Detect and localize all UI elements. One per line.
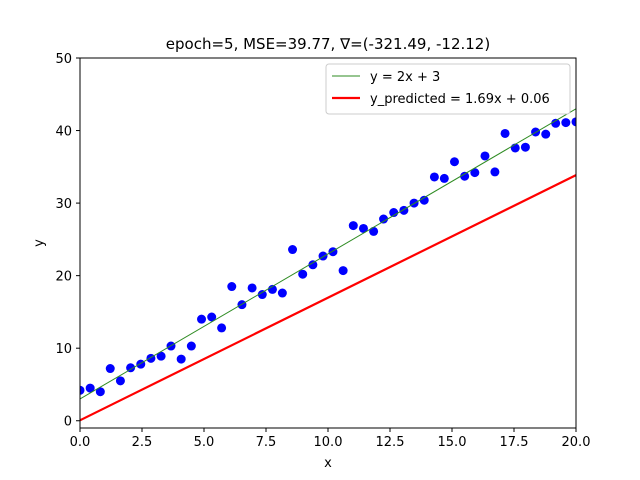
data-point bbox=[115, 376, 125, 386]
legend-box bbox=[325, 63, 571, 115]
data-point bbox=[500, 128, 510, 138]
y-tick-label: 20 bbox=[55, 270, 72, 285]
data-point bbox=[85, 383, 95, 393]
data-point bbox=[227, 282, 237, 292]
legend-label: y = 2x + 3 bbox=[370, 70, 440, 85]
x-tick-label: 10.0 bbox=[314, 435, 343, 450]
y-tick-label: 10 bbox=[55, 342, 72, 357]
data-point bbox=[247, 283, 257, 293]
data-point bbox=[541, 129, 551, 139]
data-point bbox=[439, 173, 449, 183]
data-point bbox=[551, 118, 561, 128]
x-axis-label: x bbox=[324, 456, 332, 471]
data-point bbox=[186, 341, 196, 351]
y-tick-label: 30 bbox=[55, 197, 72, 212]
x-tick-label: 7.5 bbox=[256, 435, 277, 450]
y-tick-label: 0 bbox=[64, 415, 72, 430]
data-point bbox=[571, 117, 576, 127]
data-point bbox=[298, 269, 308, 279]
data-point bbox=[257, 290, 267, 300]
data-point bbox=[176, 354, 186, 364]
data-point bbox=[217, 323, 227, 333]
data-point bbox=[470, 168, 480, 178]
data-point bbox=[338, 266, 348, 276]
data-point bbox=[80, 385, 85, 395]
data-point bbox=[419, 195, 429, 205]
y-tick-label: 40 bbox=[55, 125, 72, 140]
data-point bbox=[126, 363, 136, 373]
x-tick-label: 20.0 bbox=[562, 435, 591, 450]
data-point bbox=[490, 167, 500, 177]
data-point bbox=[95, 387, 105, 397]
data-point bbox=[379, 214, 389, 224]
data-point bbox=[288, 245, 298, 255]
data-point bbox=[105, 364, 115, 374]
data-point bbox=[389, 208, 399, 218]
chart-title: epoch=5, MSE=39.77, ∇=(-321.49, -12.12) bbox=[166, 35, 490, 53]
data-point bbox=[348, 221, 358, 231]
x-tick-label: 5.0 bbox=[194, 435, 215, 450]
predicted-line bbox=[80, 174, 576, 422]
plot-frame bbox=[79, 57, 577, 429]
data-point bbox=[449, 157, 459, 167]
data-point bbox=[460, 171, 470, 181]
data-point bbox=[207, 312, 217, 322]
x-tick-label: 2.5 bbox=[132, 435, 153, 450]
data-point bbox=[156, 351, 166, 361]
data-point bbox=[277, 288, 287, 298]
data-point bbox=[429, 172, 439, 182]
data-point bbox=[358, 223, 368, 233]
data-point bbox=[480, 151, 490, 161]
data-point bbox=[136, 359, 146, 369]
y-axis-ticks: 0 10 20 30 40 50 bbox=[55, 52, 80, 430]
y-axis-label: y bbox=[32, 239, 47, 247]
x-tick-label: 15.0 bbox=[438, 435, 467, 450]
y-tick-label: 50 bbox=[55, 52, 72, 67]
true-function-line bbox=[80, 108, 576, 400]
x-tick-label: 0.0 bbox=[70, 435, 91, 450]
data-point bbox=[561, 118, 571, 128]
data-point bbox=[369, 226, 379, 236]
data-point bbox=[318, 251, 328, 261]
legend: y = 2x + 3 y_predicted = 1.69x + 0.06 bbox=[325, 63, 571, 115]
data-point bbox=[328, 247, 338, 257]
data-point bbox=[520, 142, 530, 152]
x-tick-label: 12.5 bbox=[376, 435, 405, 450]
legend-label: y_predicted = 1.69x + 0.06 bbox=[370, 92, 550, 107]
x-axis-ticks: 0.0 2.5 5.0 7.5 10.0 12.5 15.0 17.5 20.0 bbox=[70, 428, 591, 450]
data-point bbox=[197, 314, 207, 324]
plot-marks bbox=[80, 108, 576, 422]
data-point bbox=[308, 260, 318, 270]
x-tick-label: 17.5 bbox=[500, 435, 529, 450]
